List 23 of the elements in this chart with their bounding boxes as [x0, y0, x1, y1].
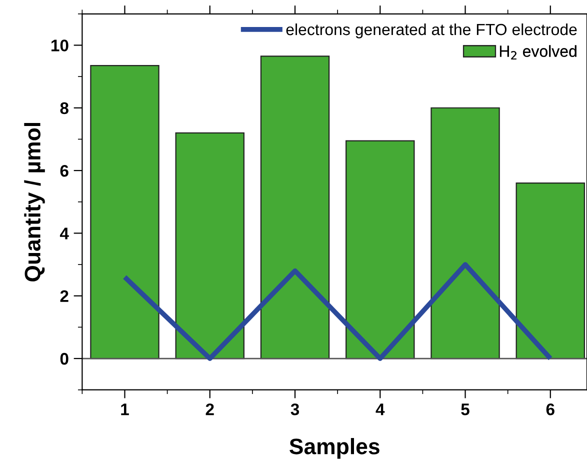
x-tick-label: 5: [461, 404, 470, 416]
x-tick-label: 6: [546, 403, 554, 416]
y-tick-label: 4: [60, 228, 69, 240]
y-tick-label: 2: [60, 290, 68, 302]
y-axis-title: Quantity / µmol: [24, 122, 45, 282]
bar: [516, 182, 585, 360]
x-tick-label: 1: [121, 404, 129, 416]
x-tick-label: 4: [376, 404, 385, 416]
bar: [90, 65, 160, 360]
x-tick-label: 3: [290, 403, 300, 416]
legend-label: electrons generated at the FTO electrode: [286, 23, 577, 38]
y-tick-label: 6: [60, 164, 68, 177]
y-tick-label: 0: [60, 352, 68, 365]
bar: [346, 140, 415, 360]
bar: [175, 132, 244, 360]
bar: [430, 107, 500, 360]
x-axis-title: Samples: [290, 438, 380, 459]
y-tick-label: 8: [60, 102, 68, 114]
legend-label: H$_{2}$ evolved: [500, 45, 576, 60]
bar: [260, 56, 330, 360]
x-tick-label: 2: [206, 403, 214, 416]
y-tick-label: 10: [52, 40, 68, 52]
line-series: [122, 262, 553, 361]
